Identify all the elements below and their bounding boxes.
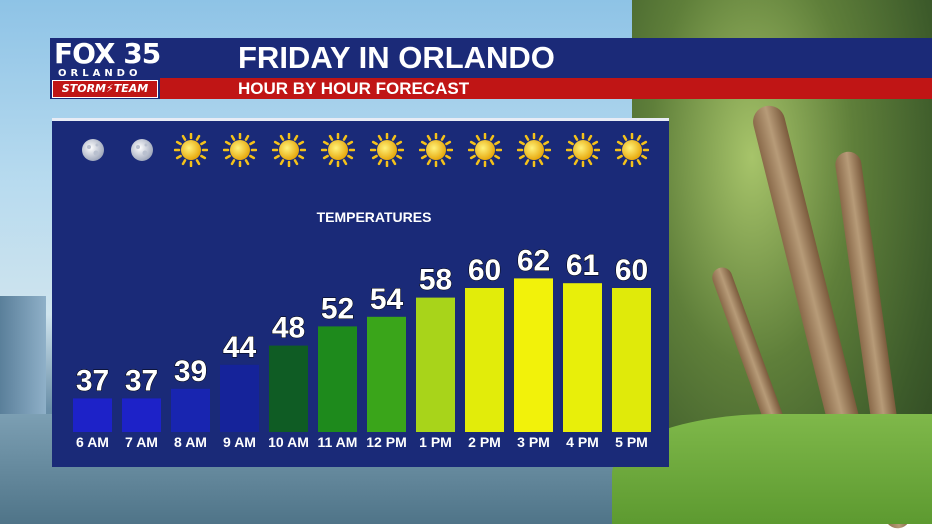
logo-fox-text: FOX 35	[54, 37, 161, 70]
temperature-bar	[612, 288, 651, 432]
sun-icon	[467, 132, 502, 168]
temperature-bar	[318, 326, 357, 432]
hour-label: 3 PM	[517, 434, 550, 450]
logo-city-text: ORLANDO	[58, 68, 142, 79]
sun-icon	[369, 132, 404, 168]
sun-icon	[271, 132, 306, 168]
temperature-value-label: 60	[615, 254, 648, 287]
hour-label: 12 PM	[366, 434, 406, 450]
temperature-bar	[122, 398, 161, 432]
temperature-value-label: 37	[76, 364, 109, 397]
sun-icon	[320, 132, 355, 168]
hour-label: 1 PM	[419, 434, 452, 450]
hour-label: 2 PM	[468, 434, 501, 450]
temperature-value-label: 54	[370, 283, 404, 316]
temperature-bar	[73, 398, 112, 432]
temperature-bar	[514, 278, 553, 432]
hour-label: 10 AM	[268, 434, 309, 450]
temperature-value-label: 52	[321, 292, 354, 325]
hour-label: 11 AM	[318, 434, 358, 450]
sun-icon	[222, 132, 257, 168]
sun-icon	[516, 132, 551, 168]
hour-label: 5 PM	[615, 434, 648, 450]
temperature-bar	[269, 345, 308, 432]
chart-title: TEMPERATURES	[316, 209, 432, 225]
page-subtitle: HOUR BY HOUR FORECAST	[238, 79, 470, 98]
hour-label: 9 AM	[223, 434, 256, 450]
clear-night-icon	[76, 133, 110, 167]
temperature-bar	[465, 288, 504, 432]
hour-label: 7 AM	[125, 434, 158, 450]
temperature-bar	[220, 364, 259, 432]
temperature-value-label: 61	[566, 249, 599, 282]
logo-storm-team: STORM⚡TEAM	[52, 80, 158, 98]
temperature-value-label: 62	[517, 244, 550, 277]
temperature-value-label: 37	[125, 364, 158, 397]
temperature-value-label: 60	[468, 254, 501, 287]
sun-icon	[418, 132, 453, 168]
hour-label: 4 PM	[566, 434, 599, 450]
clear-night-icon	[125, 133, 159, 167]
sun-icon	[565, 132, 600, 168]
sun-icon	[614, 132, 649, 168]
temperature-value-label: 44	[223, 331, 257, 364]
temperature-value-label: 48	[272, 312, 305, 345]
header-bar	[50, 38, 932, 78]
temperature-value-label: 39	[174, 355, 207, 388]
page-title: FRIDAY IN ORLANDO	[238, 40, 555, 75]
subheader-bar	[50, 78, 932, 99]
sun-icon	[173, 132, 208, 168]
temperature-bar	[563, 283, 602, 432]
temperature-bar	[367, 316, 406, 432]
hour-label: 8 AM	[174, 434, 207, 450]
background-building	[0, 296, 46, 416]
temperature-bar	[416, 297, 455, 432]
temperature-bar	[171, 388, 210, 432]
hour-label: 6 AM	[76, 434, 109, 450]
temperature-value-label: 58	[419, 264, 452, 297]
